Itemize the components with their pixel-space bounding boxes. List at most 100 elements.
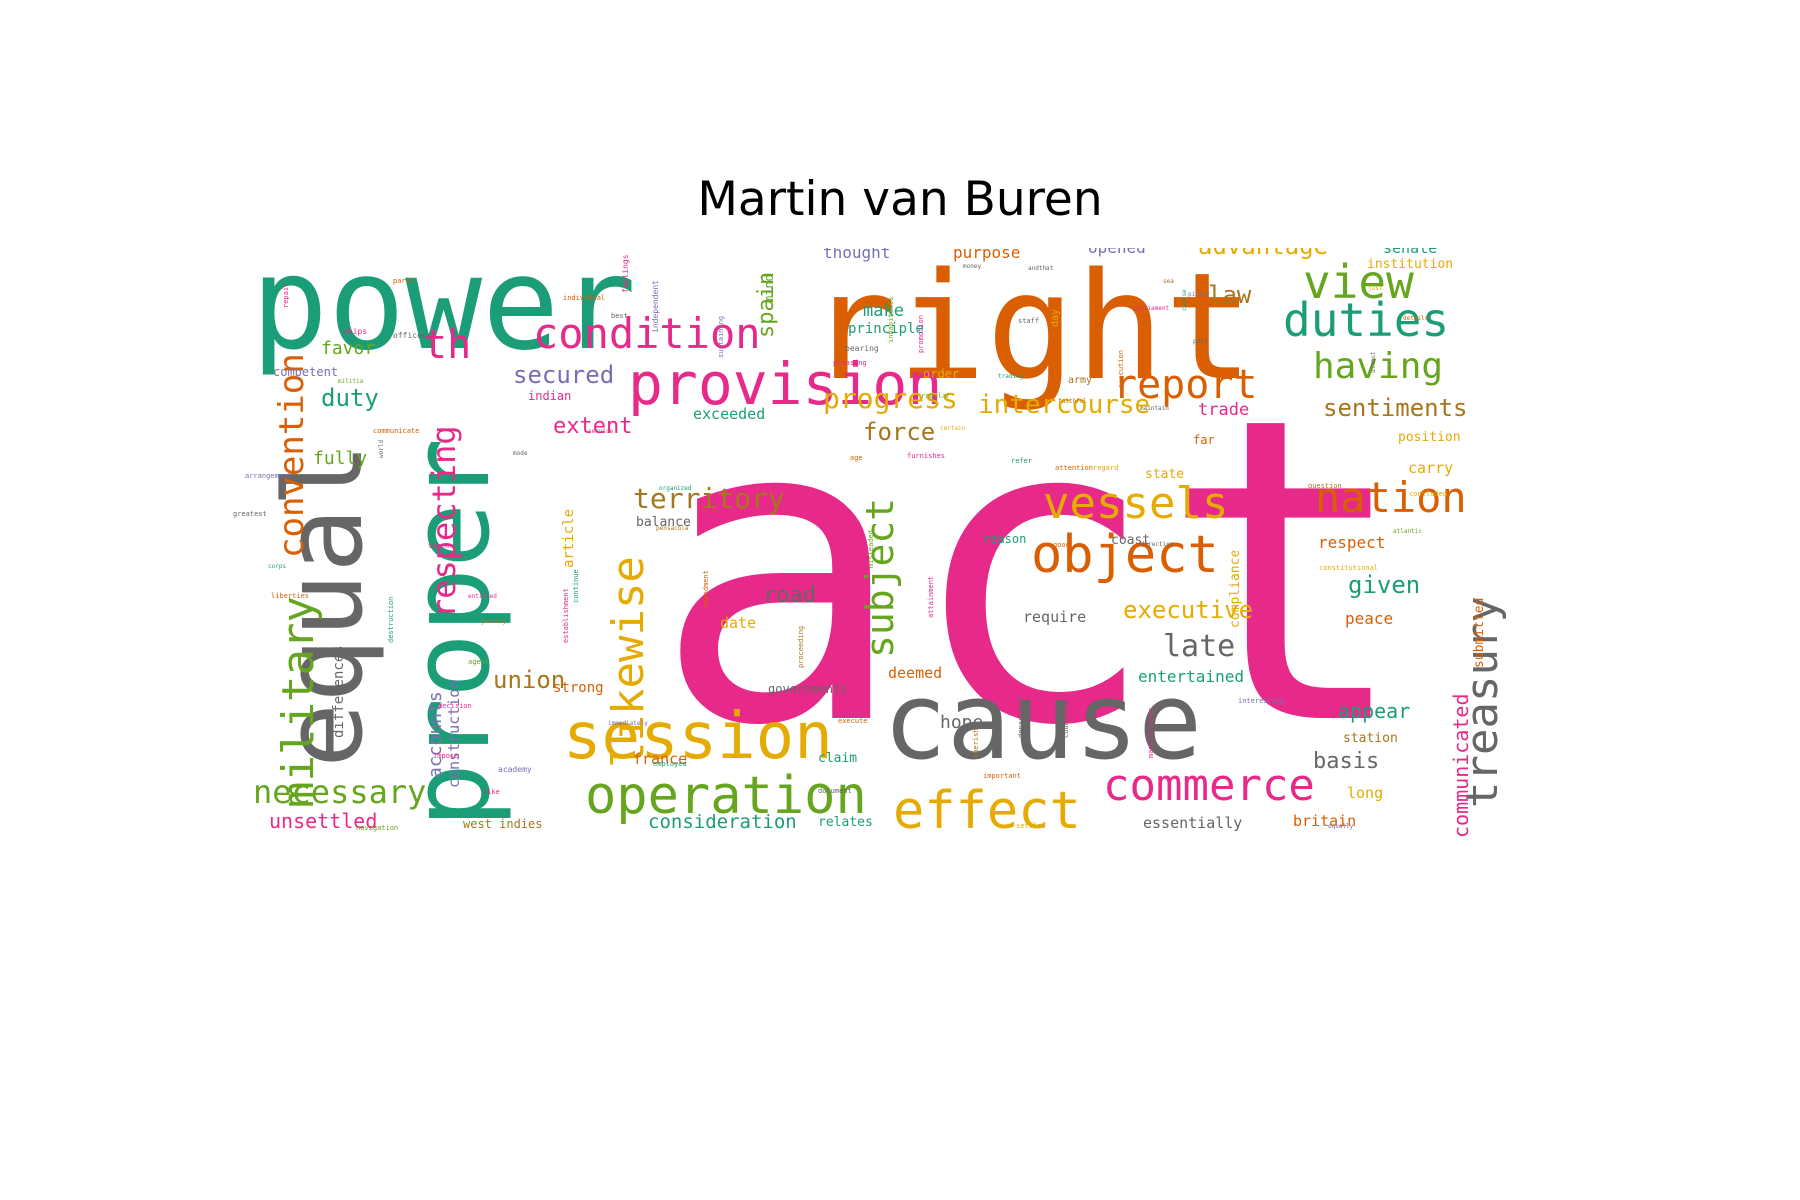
cloud-word: like xyxy=(483,788,500,796)
cloud-word: position xyxy=(1398,430,1461,445)
cloud-word: cause xyxy=(883,660,1202,783)
cloud-word: agent xyxy=(468,658,489,666)
cloud-word: claim xyxy=(818,751,857,766)
cloud-word: having xyxy=(1313,346,1443,387)
cloud-word: law xyxy=(1208,281,1252,309)
cloud-word: parliament xyxy=(1133,305,1170,312)
cloud-word: repair xyxy=(282,283,290,308)
cloud-word: utmost xyxy=(1370,351,1377,373)
cloud-word: sea xyxy=(1163,278,1174,285)
cloud-word: age xyxy=(850,454,863,462)
cloud-word: object xyxy=(1031,525,1219,585)
cloud-word: regular xyxy=(921,392,951,400)
cloud-word: extent xyxy=(553,414,632,439)
cloud-word: view xyxy=(1303,255,1414,309)
cloud-word: post xyxy=(1193,338,1208,345)
cloud-word: institution xyxy=(1367,257,1453,272)
cloud-word: article xyxy=(561,509,577,568)
cloud-word: likewise xyxy=(603,556,654,768)
cloud-word: union xyxy=(493,666,565,694)
cloud-word: promotion xyxy=(917,315,925,353)
cloud-word: executive xyxy=(1123,596,1253,624)
cloud-word: senate xyxy=(1383,248,1437,257)
cloud-word: course xyxy=(1181,289,1188,311)
cloud-word: military xyxy=(273,596,324,808)
cloud-word: refer xyxy=(1011,457,1032,465)
cloud-word: constitutional xyxy=(1319,564,1378,572)
cloud-word: just xyxy=(1368,285,1383,292)
cloud-word: mind xyxy=(762,274,776,303)
cloud-word: best xyxy=(611,312,628,320)
cloud-word: secured xyxy=(513,361,614,389)
cloud-word: condition xyxy=(533,309,761,358)
cloud-word: britain xyxy=(1293,812,1356,830)
cloud-word: faithful xyxy=(1058,398,1087,405)
cloud-word: question xyxy=(1308,482,1342,490)
cloud-word: important xyxy=(983,772,1021,780)
cloud-word: militia xyxy=(338,378,364,385)
cloud-word: day xyxy=(1050,309,1061,327)
cloud-word: operation xyxy=(585,766,867,826)
cloud-word: deemed xyxy=(888,664,942,682)
cloud-word: long xyxy=(1347,784,1383,802)
cloud-word: compliance xyxy=(1228,550,1243,628)
cloud-word: nation xyxy=(1315,473,1467,522)
cloud-word: greatest xyxy=(233,510,267,518)
cloud-word: establishment xyxy=(562,588,570,643)
cloud-word: peace xyxy=(1345,609,1393,628)
cloud-word: duty xyxy=(321,384,379,412)
cloud-word: cherish xyxy=(972,728,980,758)
cloud-word: accounts xyxy=(425,691,446,778)
cloud-word: trading xyxy=(998,373,1024,380)
cloud-word: atlantic xyxy=(1393,528,1422,535)
cloud-word: staff xyxy=(1018,317,1039,325)
cloud-word: january xyxy=(481,618,507,625)
cloud-word: concluded xyxy=(1409,490,1447,498)
cloud-word: world xyxy=(378,440,385,458)
cloud-word: piracy xyxy=(1188,291,1210,298)
cloud-word: money xyxy=(963,263,981,270)
cloud-word: necessary xyxy=(253,773,426,811)
cloud-word: submitted xyxy=(1472,598,1487,668)
cloud-word: competent xyxy=(273,365,338,379)
cloud-word: thought xyxy=(823,248,890,262)
cloud-word: taken xyxy=(428,542,449,550)
cloud-word: regard xyxy=(1093,464,1118,472)
cloud-word: attention xyxy=(1055,464,1093,472)
cloud-word: service xyxy=(588,428,614,435)
page-title: Martin van Buren xyxy=(697,172,1103,227)
cloud-word: entitled xyxy=(468,593,497,600)
cloud-word: proceeding xyxy=(797,626,805,668)
cloud-word: power xyxy=(251,248,636,379)
cloud-word: feelings xyxy=(621,254,630,293)
cloud-word: convention xyxy=(272,353,312,558)
cloud-word: construction xyxy=(445,680,463,788)
cloud-word: indian xyxy=(528,389,571,403)
cloud-word: equal xyxy=(262,443,387,768)
cloud-word: far xyxy=(1193,433,1215,447)
cloud-word: basis xyxy=(1313,749,1379,774)
cloud-word: appear xyxy=(1338,699,1410,723)
cloud-word: trade xyxy=(1198,400,1249,420)
cloud-word: furnishes xyxy=(907,452,945,460)
cloud-word: bearing xyxy=(845,344,879,353)
cloud-word: countries xyxy=(1062,700,1070,738)
cloud-word: execute xyxy=(838,717,868,725)
cloud-word: given xyxy=(1348,571,1420,599)
cloud-word: sentiments xyxy=(1323,394,1468,422)
cloud-word: impose xyxy=(433,752,458,760)
cloud-word: exceeded xyxy=(693,405,765,423)
cloud-word: officers xyxy=(393,331,432,340)
cloud-word: department xyxy=(1017,696,1025,738)
cloud-word: attainment xyxy=(927,576,935,618)
cloud-word: favor xyxy=(321,338,375,359)
cloud-word: execution xyxy=(1117,350,1125,388)
cloud-word: employed xyxy=(653,760,687,768)
cloud-word: advantage xyxy=(1198,248,1328,260)
cloud-word: station xyxy=(1343,731,1398,746)
cloud-word: individual xyxy=(563,294,605,302)
cloud-word: essentially xyxy=(1143,814,1242,832)
cloud-word: inhabitants xyxy=(887,297,895,343)
cloud-word: territory xyxy=(633,482,785,515)
